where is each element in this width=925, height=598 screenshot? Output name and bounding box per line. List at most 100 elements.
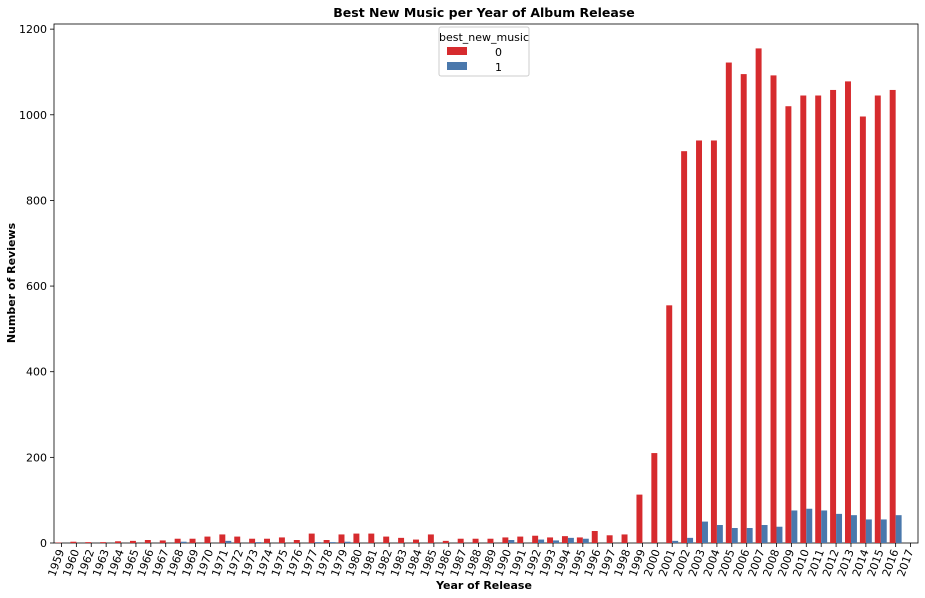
bar-series-0-2009 — [785, 106, 792, 543]
y-axis-label: Number of Reviews — [5, 222, 18, 343]
y-tick-label: 1000 — [19, 109, 47, 122]
bar-series-1-2004 — [716, 525, 723, 543]
bar-series-0-1989 — [487, 538, 494, 543]
bar-series-0-1994 — [561, 536, 568, 543]
bar-series-0-1993 — [547, 537, 554, 543]
bar-series-1-2014 — [865, 519, 872, 543]
bar-series-0-2000 — [651, 453, 658, 543]
bar-series-0-1978 — [323, 540, 330, 543]
bar-series-0-1960 — [70, 541, 77, 543]
bar-series-1-2011 — [821, 510, 828, 543]
bar-series-0-1996 — [591, 531, 598, 543]
bar-series-1-2006 — [746, 528, 753, 543]
bar-series-0-1998 — [621, 534, 628, 543]
chart-title: Best New Music per Year of Album Release — [333, 5, 635, 20]
bar-series-0-1980 — [353, 533, 360, 543]
legend-label-0: 0 — [495, 46, 502, 59]
x-axis-label: Year of Release — [435, 579, 532, 592]
bar-series-0-1990 — [502, 537, 509, 543]
x-axis: 1959196019621963196419651966196719681969… — [45, 543, 916, 578]
bar-series-1-2005 — [731, 528, 738, 543]
bar-series-1-2016 — [895, 515, 902, 543]
bar-series-0-2006 — [740, 74, 747, 543]
bar-series-1-1995 — [582, 538, 589, 543]
legend-label-1: 1 — [495, 61, 502, 74]
y-tick-label: 200 — [26, 451, 47, 464]
bar-series-0-1966 — [144, 540, 151, 543]
bar-series-0-1977 — [308, 533, 315, 543]
bar-series-0-1986 — [442, 540, 449, 543]
bar-series-0-2008 — [770, 75, 777, 543]
bar-series-0-1972 — [234, 536, 241, 543]
bar-series-1-1994 — [567, 537, 574, 543]
bar-series-0-2004 — [710, 140, 717, 544]
bar-series-0-1992 — [532, 535, 539, 543]
bar-series-0-1985 — [427, 534, 434, 543]
bar-series-1-2002 — [687, 537, 694, 543]
bar-series-0-1965 — [129, 540, 136, 543]
bar-series-0-1984 — [413, 539, 419, 543]
bar-series-0-1974 — [264, 538, 270, 543]
y-tick-label: 0 — [40, 537, 47, 550]
bar-series-0-1970 — [204, 536, 211, 543]
bar-series-1-2007 — [761, 525, 768, 543]
bar-series-0-1976 — [293, 540, 300, 543]
bar-series-0-1999 — [636, 494, 643, 543]
bar-series-1-1990 — [508, 540, 515, 543]
legend-title: best_new_music — [439, 31, 529, 44]
bar-series-0-2001 — [666, 305, 673, 543]
bar-series-1-1993 — [553, 540, 559, 543]
bar-series-0-1971 — [219, 534, 226, 543]
bar-series-1-2010 — [806, 508, 813, 543]
y-tick-label: 800 — [26, 194, 47, 207]
bar-series-0-1982 — [383, 536, 390, 543]
bar-series-0-2007 — [755, 48, 762, 543]
bar-series-0-2013 — [845, 81, 851, 543]
bar-series-0-1983 — [398, 537, 405, 543]
bar-series-1-2013 — [850, 515, 857, 543]
bar-series-1-1992 — [538, 539, 545, 543]
bar-series-1-1971 — [225, 540, 232, 543]
bar-series-1-1968 — [180, 541, 187, 543]
bar-series-0-1981 — [368, 533, 375, 543]
bar-series-1-2001 — [672, 540, 679, 543]
legend: best_new_music 0 1 — [438, 26, 530, 77]
bar-series-1-2008 — [776, 526, 783, 543]
bar-series-0-1962 — [85, 542, 92, 543]
bar-series-0-1964 — [115, 541, 122, 543]
plot-area — [53, 23, 919, 544]
bar-series-1-1973 — [255, 542, 262, 543]
bar-series-1-1979 — [344, 541, 351, 543]
bar-series-0-2002 — [681, 151, 688, 543]
y-tick-label: 400 — [26, 366, 47, 379]
bar-series-0-1969 — [189, 538, 196, 543]
bar-series-1-2009 — [791, 510, 798, 543]
bar-series-0-2016 — [889, 89, 896, 543]
y-axis: 0 200 400 600 800 1000 1200 — [19, 23, 54, 550]
y-tick-label: 600 — [26, 280, 47, 293]
bar-series-0-2011 — [815, 95, 822, 543]
bar-series-1-2003 — [702, 521, 708, 543]
bar-series-0-2005 — [725, 62, 732, 543]
legend-swatch-1 — [447, 62, 467, 70]
bar-series-0-2012 — [830, 89, 837, 543]
bar-series-1-1977 — [314, 542, 321, 543]
bar-series-0-1973 — [249, 538, 256, 543]
bar-series-1-1978 — [329, 542, 336, 543]
bar-series-1-2015 — [880, 519, 887, 543]
bar-series-0-1987 — [457, 538, 464, 543]
bar-series-0-2010 — [800, 95, 807, 543]
bar-series-0-2003 — [696, 140, 702, 544]
legend-swatch-0 — [447, 47, 467, 55]
bar-series-0-1991 — [517, 536, 524, 543]
bar-series-1-2012 — [836, 513, 843, 543]
bar-series-0-1967 — [159, 540, 166, 543]
bar-series-0-1995 — [576, 537, 583, 543]
bar-series-0-2014 — [859, 116, 866, 543]
bar-series-0-1997 — [606, 535, 613, 543]
bar-series-0-2015 — [874, 95, 881, 543]
bar-series-0-1979 — [338, 534, 345, 543]
y-tick-label: 1200 — [19, 23, 47, 36]
